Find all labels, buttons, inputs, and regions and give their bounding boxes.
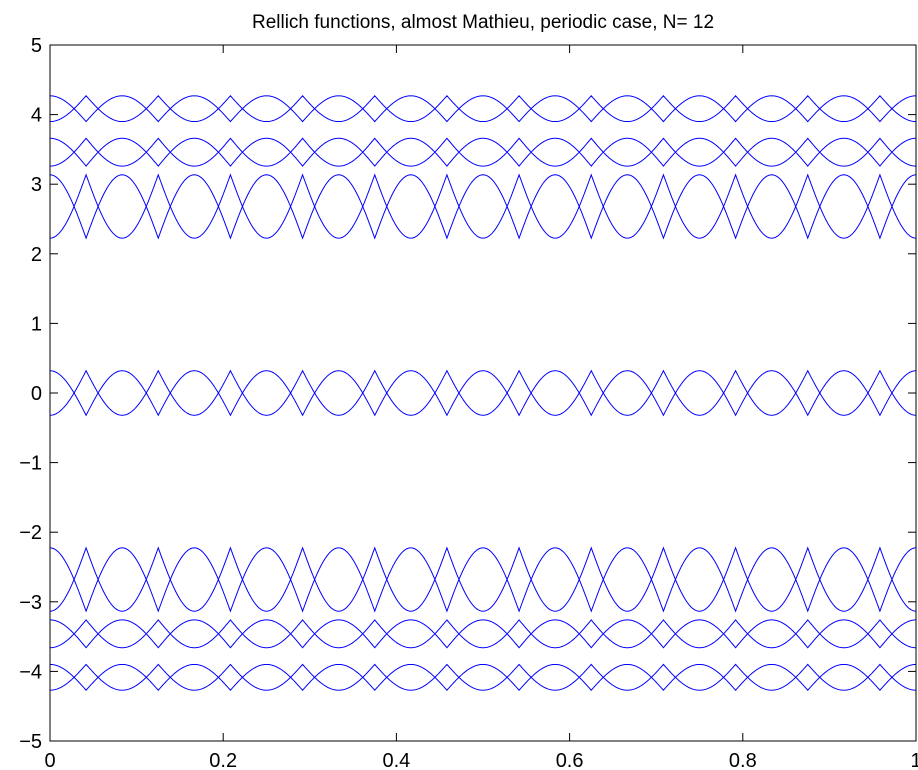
y-tick-label: 0 [31,383,42,405]
x-tick-label: 0 [44,750,55,770]
series-line-10 [49,546,917,612]
series-line-4 [49,137,917,167]
series-line-1 [49,95,917,123]
series-line-8 [49,369,917,416]
series-line-12 [49,619,917,649]
chart-title: Rellich functions, almost Mathieu, perio… [252,12,714,33]
series-line-5 [49,174,917,240]
y-tick-label: −3 [19,592,42,614]
x-tick-label: 1 [910,750,918,770]
plot-area-box [49,44,917,742]
tick-labels-group: 0 0.2 0.4 0.6 0.8 1 −5 −4 −3 −2 −1 0 1 2 3 4 5 [19,35,918,770]
series-group [49,95,917,691]
y-tick-label: −2 [19,522,42,544]
series-line-11 [49,619,917,649]
x-tick-label: 0.6 [556,750,584,770]
y-tick-label: −5 [19,731,42,753]
y-tick-label: −4 [19,661,42,683]
x-tick-label: 0.4 [382,750,410,770]
series-line-14 [49,663,917,691]
y-tick-label: 1 [31,313,42,335]
y-tick-label: 5 [31,35,42,57]
y-tick-label: 2 [31,244,42,266]
series-line-2 [49,95,917,123]
x-tick-label: 0.8 [729,750,757,770]
series-line-6 [49,173,917,239]
y-tick-label: 3 [31,174,42,196]
series-line-13 [49,663,917,691]
series-line-7 [49,370,917,417]
y-tick-label: −1 [19,453,42,475]
x-tick-label: 0.2 [209,750,237,770]
series-line-3 [49,137,917,167]
y-tick-label: 4 [31,105,42,127]
series-line-9 [49,547,917,613]
